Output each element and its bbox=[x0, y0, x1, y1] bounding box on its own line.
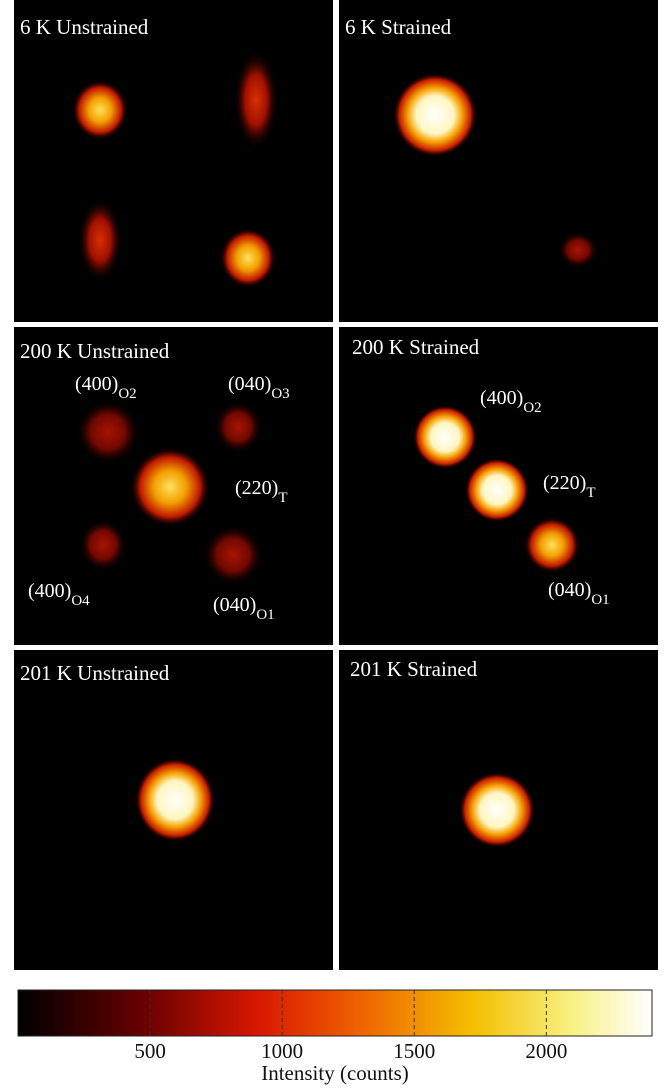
panel-title: 200 K Strained bbox=[352, 335, 480, 359]
peak bbox=[413, 405, 477, 469]
peak bbox=[130, 447, 210, 527]
colorbar-label: Intensity (counts) bbox=[261, 1061, 409, 1085]
peak bbox=[78, 198, 122, 282]
peak bbox=[393, 73, 477, 157]
peak bbox=[203, 525, 263, 585]
peak bbox=[234, 50, 278, 150]
colorbar-tick-label: 1000 bbox=[261, 1039, 303, 1063]
figure: 6 K Unstrained 6 K Strained 200 K Unstra… bbox=[0, 0, 665, 1089]
peak bbox=[220, 228, 276, 288]
peak bbox=[135, 758, 215, 842]
peak bbox=[76, 400, 140, 464]
panel-title: 6 K Strained bbox=[345, 15, 452, 39]
colorbar-tick-label: 2000 bbox=[525, 1039, 567, 1063]
colorbar bbox=[18, 990, 652, 1036]
peak bbox=[558, 232, 598, 268]
peak bbox=[72, 80, 128, 140]
panel bbox=[339, 0, 658, 322]
panel bbox=[14, 0, 333, 322]
panel-title: 201 K Strained bbox=[350, 657, 478, 681]
colorbar-tick-label: 1500 bbox=[393, 1039, 435, 1063]
panel-title: 201 K Unstrained bbox=[20, 661, 170, 685]
peak bbox=[214, 401, 262, 453]
peak bbox=[465, 458, 529, 522]
colorbar-tick-label: 500 bbox=[134, 1039, 166, 1063]
panel-title: 6 K Unstrained bbox=[20, 15, 149, 39]
peak bbox=[459, 772, 535, 848]
peak bbox=[524, 517, 580, 573]
panel-title: 200 K Unstrained bbox=[20, 339, 170, 363]
peak bbox=[79, 519, 127, 571]
